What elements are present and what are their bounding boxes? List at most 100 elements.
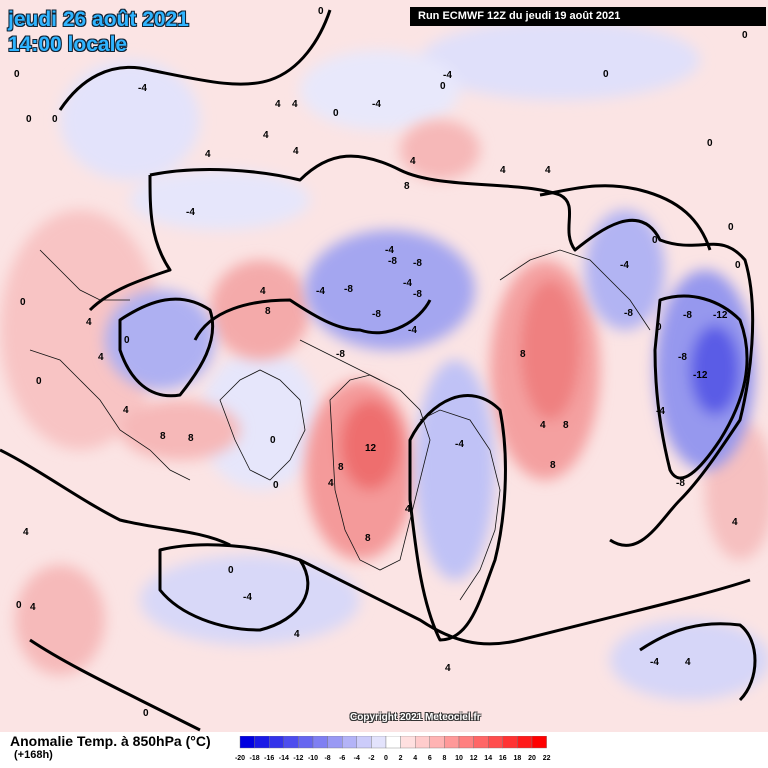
color-swatch <box>473 736 489 749</box>
color-scale-tick-label: 6 <box>428 755 432 762</box>
value-label: -8 <box>336 349 345 360</box>
map-canvas: 0 0 0 -4 4 4 4 4 4 0 -4 0 -4 0 4 8 4 4 0… <box>0 0 768 732</box>
color-scale-tick-label: 4 <box>413 755 417 762</box>
value-label: 0 <box>16 600 22 611</box>
value-label: -4 <box>385 245 394 256</box>
color-swatch <box>312 736 328 749</box>
value-label: 4 <box>293 146 299 157</box>
contour-pacific <box>158 543 310 632</box>
contour-southeast <box>639 622 757 702</box>
value-label: -4 <box>186 207 195 218</box>
value-label: 0 <box>26 114 32 125</box>
value-label: 4 <box>30 602 36 613</box>
color-swatch <box>341 736 357 749</box>
contour-far-east <box>653 294 749 480</box>
value-label: 4 <box>260 286 266 297</box>
color-swatch <box>414 736 430 749</box>
value-label: 4 <box>685 657 691 668</box>
coast-scandinavia <box>419 409 501 601</box>
color-scale-tick-label: -18 <box>250 755 260 762</box>
value-label: -8 <box>388 256 397 267</box>
cold-field-pole <box>305 230 475 350</box>
color-scale-tick-label: -2 <box>368 755 374 762</box>
value-label: 0 <box>318 6 324 17</box>
value-label: 0 <box>228 565 234 576</box>
color-scale-tick-label: -12 <box>293 755 303 762</box>
value-label: -4 <box>620 260 629 271</box>
value-label: 4 <box>500 165 506 176</box>
warm-field-north <box>400 120 480 180</box>
value-label: -4 <box>316 286 325 297</box>
color-swatch <box>400 736 416 749</box>
color-scale-tick-label: -16 <box>264 755 274 762</box>
value-label: -4 <box>650 657 659 668</box>
value-label: 8 <box>563 420 569 431</box>
value-label: -4 <box>455 439 464 450</box>
cold-field-siberia <box>585 210 665 330</box>
value-label: 0 <box>14 69 20 80</box>
value-label: 4 <box>263 130 269 141</box>
value-label: -8 <box>413 289 422 300</box>
value-label: 0 <box>440 81 446 92</box>
contour-canada <box>88 174 172 312</box>
value-label: 8 <box>365 533 371 544</box>
color-scale-tick-label: -14 <box>279 755 289 762</box>
value-label: -8 <box>678 352 687 363</box>
value-label: 8 <box>520 349 526 360</box>
value-label: 4 <box>123 405 129 416</box>
value-label: 8 <box>404 181 410 192</box>
value-label: 4 <box>732 517 738 528</box>
color-scale-tick-label: 16 <box>499 755 507 762</box>
value-label: 4 <box>292 99 298 110</box>
value-label: 0 <box>707 138 713 149</box>
color-swatch <box>283 736 299 749</box>
contour-hudson <box>118 297 215 398</box>
color-swatch <box>444 736 460 749</box>
warm-field-atlantic <box>120 400 240 460</box>
zero-contours <box>0 9 757 732</box>
value-label: -8 <box>413 258 422 269</box>
legend-forecast-hour: (+168h) <box>14 749 53 761</box>
value-label: 0 <box>603 69 609 80</box>
contour-arctic <box>193 298 432 341</box>
color-scale-tick-label: -4 <box>354 755 360 762</box>
coastlines <box>29 249 651 601</box>
contour-southwest <box>29 638 201 732</box>
value-label: 0 <box>20 297 26 308</box>
cold-field-north-2 <box>300 50 460 130</box>
value-label: 8 <box>160 431 166 442</box>
warm-field-southwest <box>15 565 105 675</box>
value-label: -12 <box>713 310 728 321</box>
color-scale-tick-label: 20 <box>528 755 536 762</box>
value-label: 0 <box>652 235 658 246</box>
value-label: 4 <box>86 317 92 328</box>
color-swatch <box>517 736 533 749</box>
cold-field-southeast <box>610 620 768 700</box>
coast-arctic <box>299 339 381 381</box>
contour-south <box>299 558 751 646</box>
color-swatch <box>269 736 285 749</box>
color-swatch <box>531 736 547 749</box>
value-label: 0 <box>270 435 276 446</box>
color-scale-tick-label: 8 <box>442 755 446 762</box>
cold-field-northwest <box>60 60 200 180</box>
color-scale-tick-label: 12 <box>470 755 478 762</box>
contour-northern-ring <box>149 154 755 547</box>
color-swatch <box>356 736 372 749</box>
color-scale-tick-label: 10 <box>455 755 463 762</box>
value-label: -4 <box>443 70 452 81</box>
color-scale-ticks: -20 -18 -16 -14 -12 -10 -8 -6 -4 -2 0 2 4 6 8 10 12 14 16 1… <box>235 755 551 762</box>
warm-core-asia <box>520 280 580 420</box>
value-label: 12 <box>365 443 377 454</box>
color-scale-tick-label: 18 <box>514 755 522 762</box>
color-scale-tick-label: -6 <box>339 755 345 762</box>
value-label: -4 <box>656 406 665 417</box>
value-label: 0 <box>273 480 279 491</box>
value-label: 0 <box>36 376 42 387</box>
coast-greenland <box>219 369 306 481</box>
value-label: 8 <box>265 306 271 317</box>
value-label: 0 <box>124 335 130 346</box>
color-swatch <box>371 736 387 749</box>
color-swatch <box>239 736 255 749</box>
color-swatch <box>327 736 343 749</box>
